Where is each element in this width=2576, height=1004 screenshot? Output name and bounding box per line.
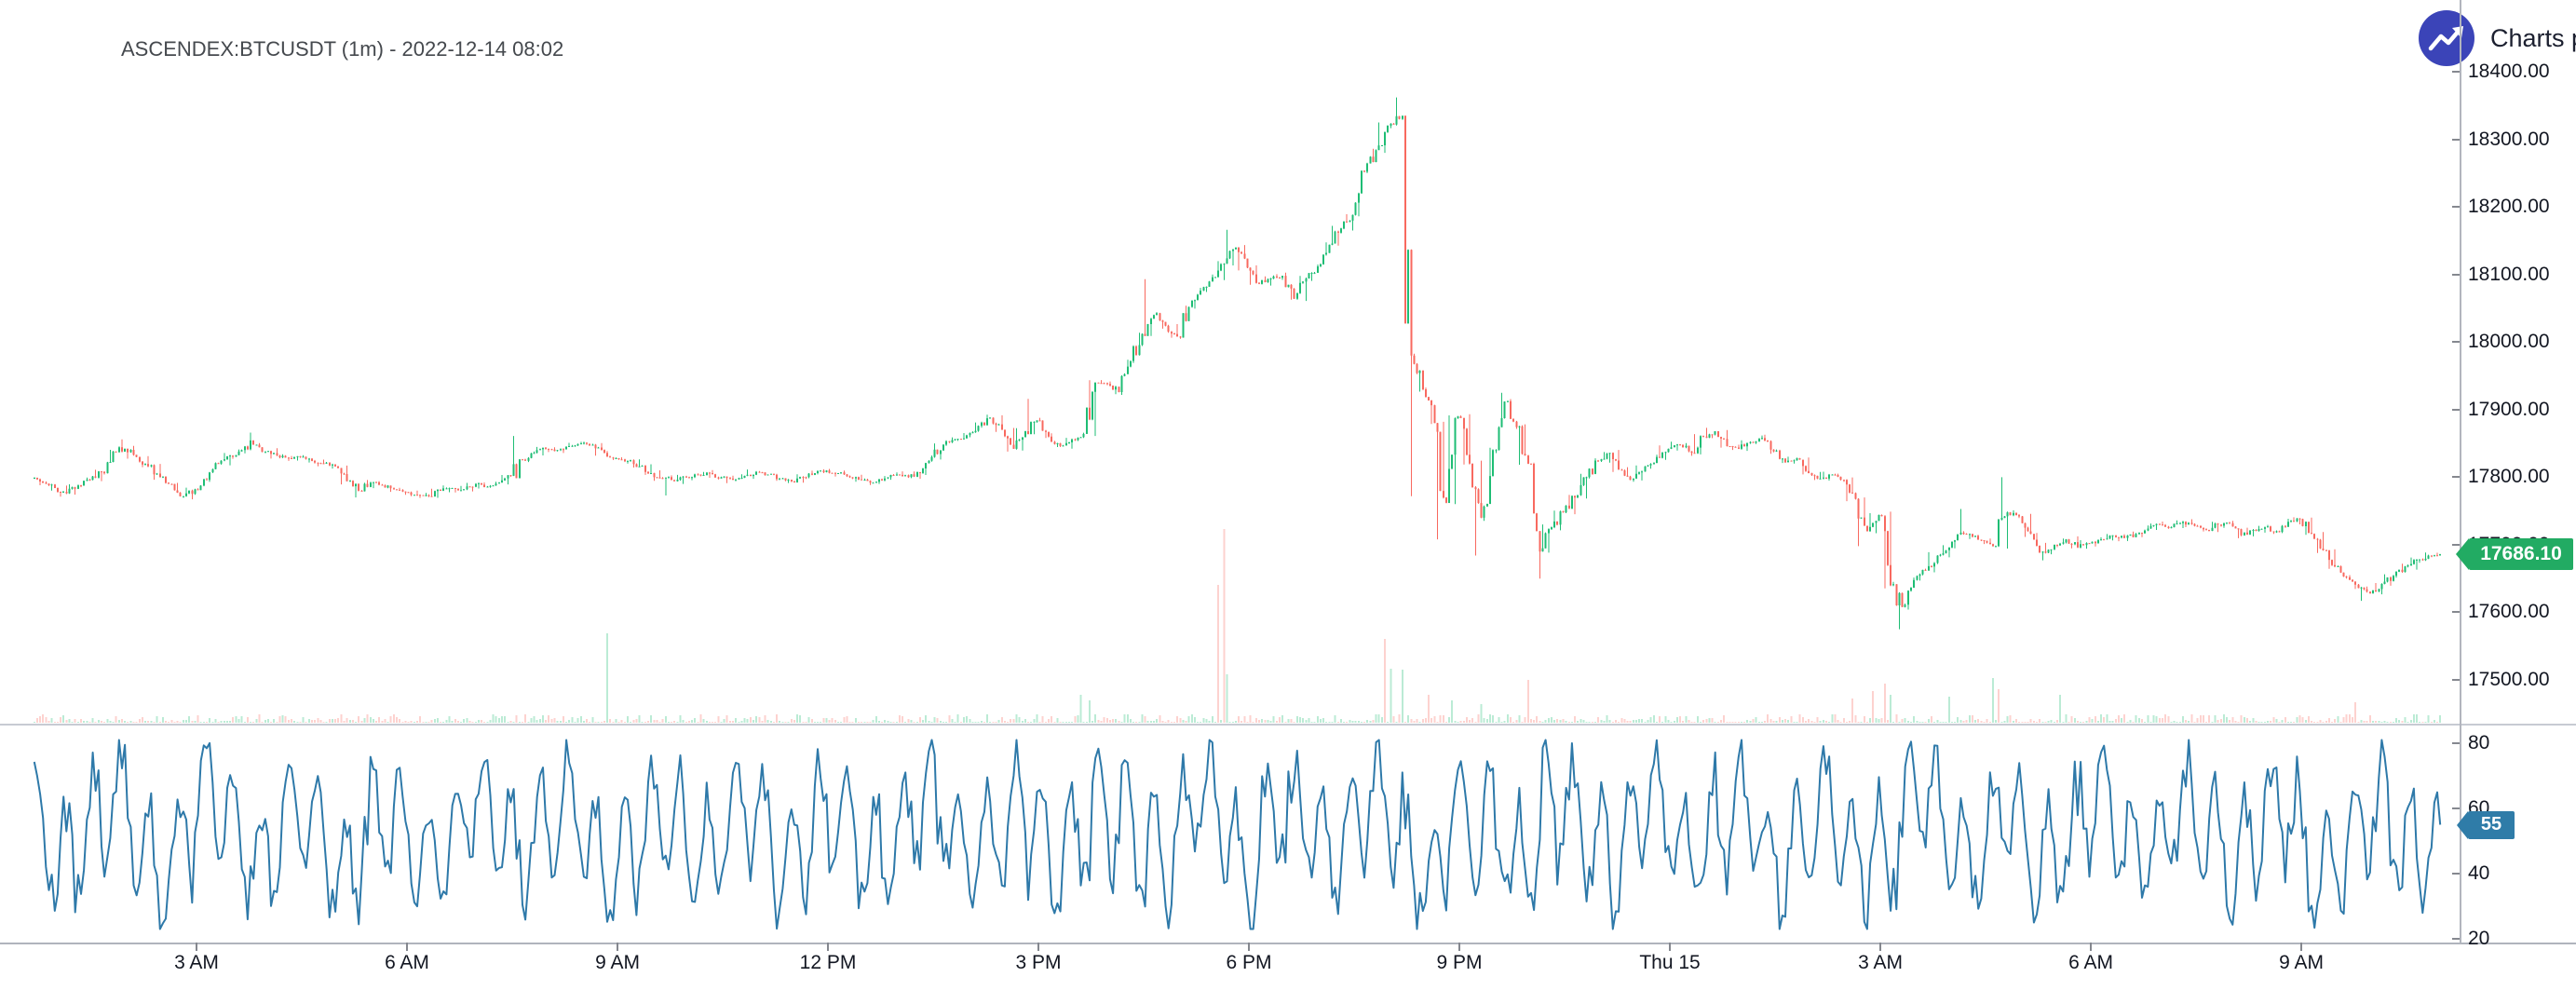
time-axis-tick <box>827 943 830 951</box>
price-axis-label: 17500.00 <box>2468 669 2550 691</box>
time-axis-label: 9 PM <box>1436 952 1483 973</box>
time-axis-tick <box>1669 943 1672 951</box>
oscillator-value-tag-arrow <box>2457 810 2468 839</box>
oscillator-axis-tick <box>2452 807 2460 809</box>
oscillator-value-tag-value: 55 <box>2480 814 2502 834</box>
price-axis-label: 17800.00 <box>2468 466 2550 488</box>
price-axis-label: 18000.00 <box>2468 331 2550 353</box>
last-price-tag-value: 17686.10 <box>2480 543 2562 564</box>
price-axis-label: 17600.00 <box>2468 601 2550 623</box>
price-axis-label: 18100.00 <box>2468 263 2550 285</box>
time-axis-tick <box>1037 943 1040 951</box>
oscillator-value-tag: 55 <box>2457 810 2515 839</box>
time-axis-label: 3 AM <box>174 952 219 973</box>
oscillator-axis-tick <box>2452 938 2460 940</box>
last-price-tag: 17686.10 <box>2456 538 2573 570</box>
oscillator-axis-label: 40 <box>2468 862 2490 884</box>
time-axis-tick <box>1248 943 1251 951</box>
price-axis-tick <box>2452 679 2460 682</box>
time-axis-tick <box>2090 943 2093 951</box>
price-axis-label: 18400.00 <box>2468 61 2550 82</box>
last-price-tag-arrow <box>2456 538 2469 570</box>
price-axis-label: 18300.00 <box>2468 128 2550 150</box>
price-axis-tick <box>2452 138 2460 141</box>
time-axis-label: 12 PM <box>799 952 857 973</box>
trending-up-icon[interactable] <box>2418 9 2475 67</box>
time-axis-label: 9 AM <box>595 952 640 973</box>
time-axis-line <box>0 943 2576 944</box>
price-axis-tick <box>2452 611 2460 614</box>
time-axis-label: 9 AM <box>2279 952 2325 973</box>
price-axis-tick <box>2452 273 2460 276</box>
time-axis-label: 3 AM <box>1858 952 1903 973</box>
price-axis-line <box>2460 0 2461 943</box>
time-axis-label: Thu 15 <box>1639 952 1701 973</box>
time-axis-label: 6 AM <box>2068 952 2113 973</box>
price-axis-label: 17900.00 <box>2468 398 2550 420</box>
attribution-label[interactable]: Charts p <box>2490 23 2576 52</box>
oscillator-axis-tick <box>2452 873 2460 875</box>
time-axis-label: 6 AM <box>385 952 429 973</box>
time-axis-tick <box>406 943 408 951</box>
time-axis-tick <box>617 943 619 951</box>
pane-divider[interactable] <box>0 724 2576 726</box>
price-axis-tick <box>2452 341 2460 344</box>
symbol-title: ASCENDEX:BTCUSDT (1m) - 2022-12-14 08:02 <box>121 37 564 61</box>
time-axis-tick <box>2300 943 2303 951</box>
oscillator-axis-label: 20 <box>2468 928 2490 949</box>
time-axis-tick <box>1458 943 1461 951</box>
candlestick-series <box>34 97 2441 630</box>
oscillator-axis-label: 80 <box>2468 732 2490 753</box>
attribution[interactable]: Charts p <box>2418 9 2576 67</box>
time-axis-label: 3 PM <box>1015 952 1062 973</box>
price-axis-tick <box>2452 71 2460 73</box>
price-axis-tick <box>2452 476 2460 479</box>
time-axis-label: 6 PM <box>1226 952 1272 973</box>
oscillator-axis-tick <box>2452 742 2460 744</box>
volume-bars <box>34 529 2441 723</box>
oscillator-line <box>33 739 2442 930</box>
time-axis-tick <box>196 943 197 951</box>
time-axis-tick <box>1879 943 1882 951</box>
price-axis-tick <box>2452 408 2460 411</box>
price-axis-label: 18200.00 <box>2468 196 2550 218</box>
price-axis-tick <box>2452 206 2460 209</box>
